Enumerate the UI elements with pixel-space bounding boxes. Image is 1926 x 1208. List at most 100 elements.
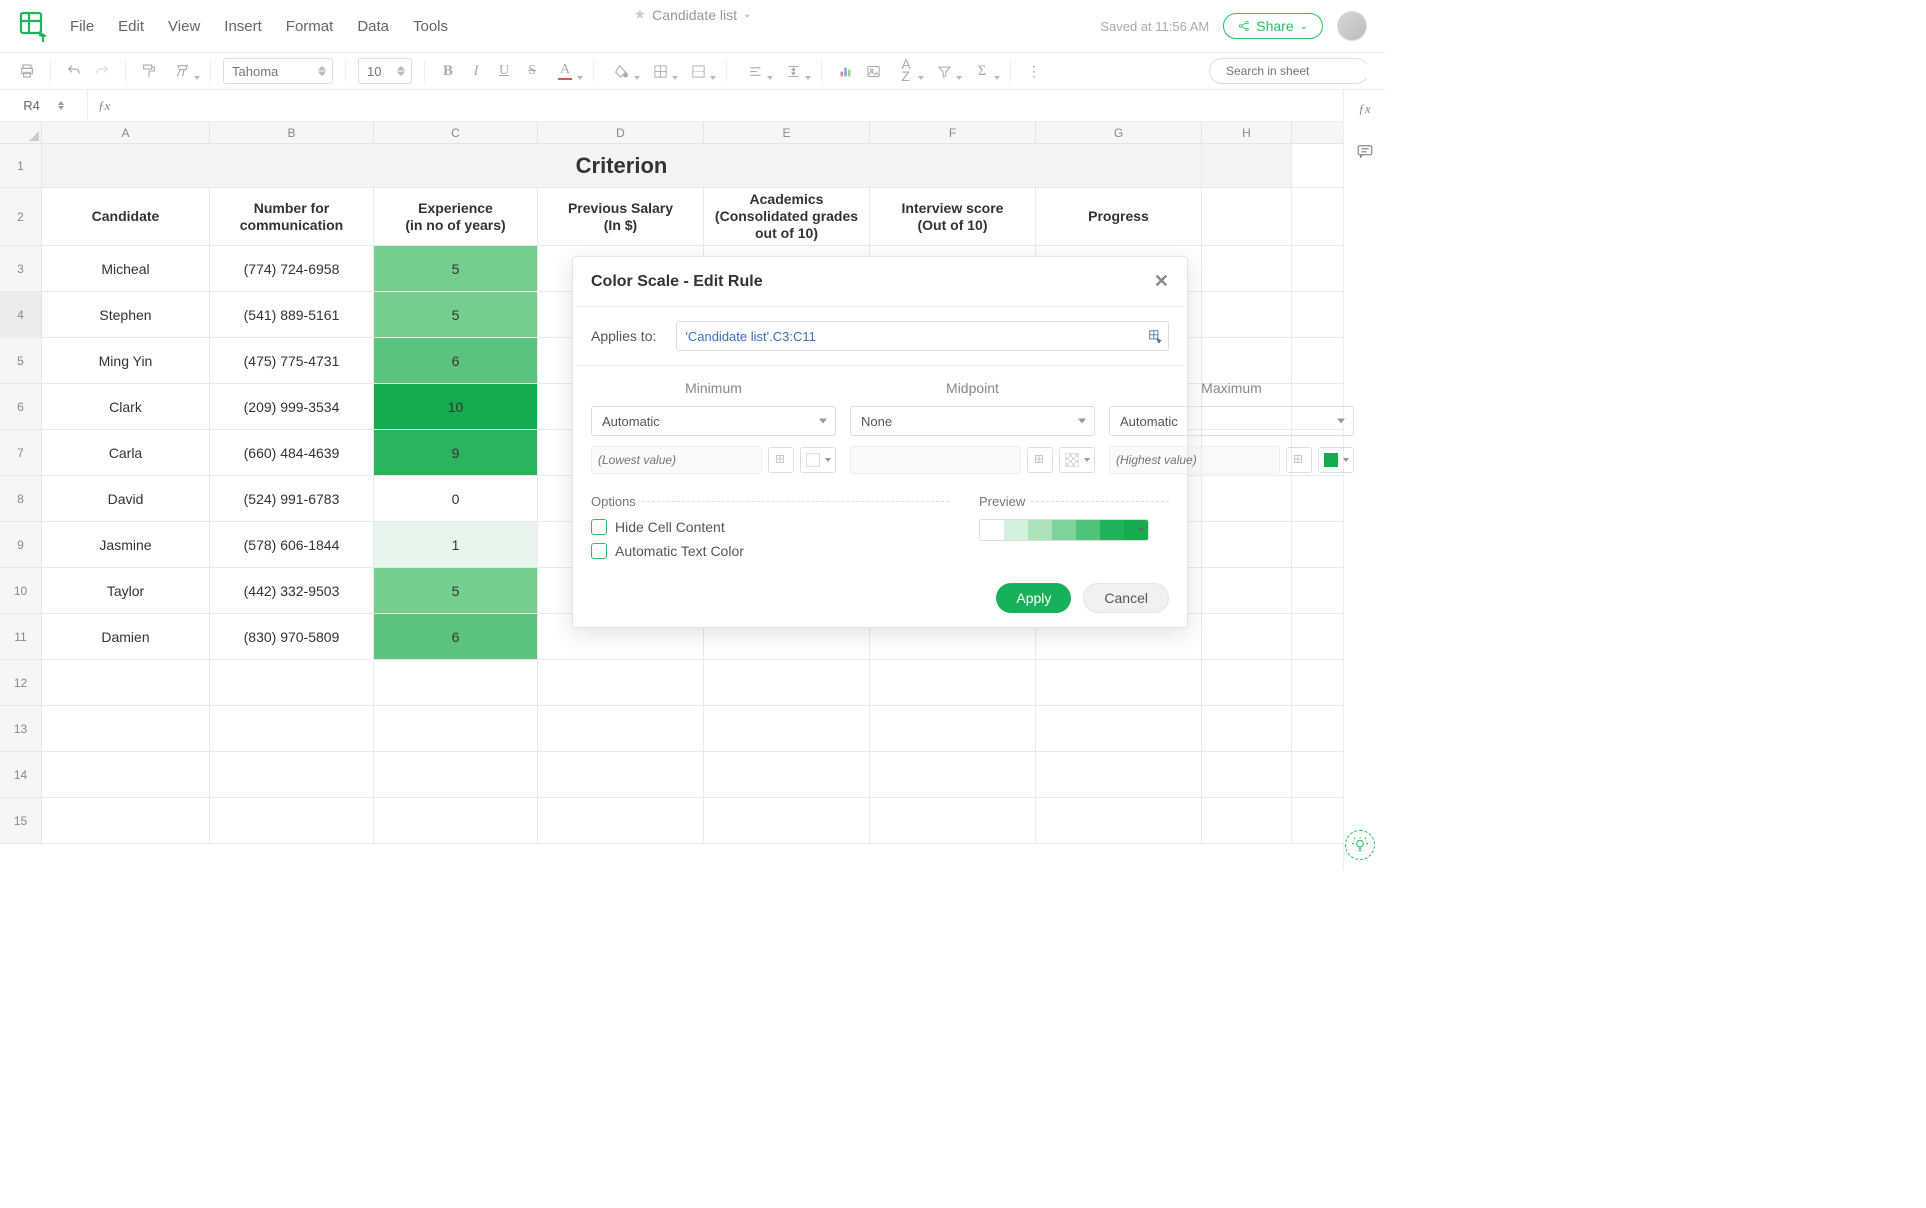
- cell-phone[interactable]: (541) 889-5161: [210, 292, 374, 337]
- close-icon[interactable]: ✕: [1154, 271, 1169, 292]
- cell-experience[interactable]: 10: [374, 384, 538, 429]
- cell[interactable]: [1202, 292, 1292, 337]
- apply-button[interactable]: Apply: [996, 583, 1071, 613]
- sort-icon[interactable]: AZ: [890, 60, 922, 82]
- app-logo[interactable]: [18, 10, 50, 42]
- min-range-icon[interactable]: [768, 447, 794, 473]
- print-icon[interactable]: [16, 60, 38, 82]
- cell[interactable]: [538, 706, 704, 751]
- col-header-g[interactable]: G: [1036, 122, 1202, 143]
- hide-cell-content-checkbox[interactable]: Hide Cell Content: [591, 519, 949, 535]
- col-header-h[interactable]: H: [1202, 122, 1292, 143]
- share-button[interactable]: Share ⌄: [1223, 13, 1323, 39]
- cell[interactable]: [374, 798, 538, 843]
- italic-icon[interactable]: I: [465, 60, 487, 82]
- cell[interactable]: [1202, 568, 1292, 613]
- midpoint-mode-select[interactable]: None: [850, 406, 1095, 436]
- merge-icon[interactable]: [682, 60, 714, 82]
- menu-view[interactable]: View: [168, 18, 200, 35]
- row-header[interactable]: 13: [0, 706, 42, 751]
- cell-candidate[interactable]: Clark: [42, 384, 210, 429]
- header-cell[interactable]: Progress: [1036, 188, 1202, 245]
- row-header[interactable]: 14: [0, 752, 42, 797]
- row-header[interactable]: 1: [0, 144, 42, 187]
- fill-color-icon[interactable]: [606, 60, 638, 82]
- max-range-icon[interactable]: [1286, 447, 1312, 473]
- formula-input[interactable]: [120, 90, 1337, 121]
- cell[interactable]: [1202, 660, 1292, 705]
- borders-icon[interactable]: [644, 60, 676, 82]
- image-icon[interactable]: [862, 60, 884, 82]
- header-cell[interactable]: Academics (Consolidated grades out of 10…: [704, 188, 870, 245]
- cell[interactable]: [1036, 706, 1202, 751]
- header-cell[interactable]: Interview score (Out of 10): [870, 188, 1036, 245]
- minimum-color-swatch[interactable]: [800, 447, 836, 473]
- search-sheet-input[interactable]: [1226, 64, 1381, 78]
- cell[interactable]: [1202, 798, 1292, 843]
- more-icon[interactable]: ⋮: [1023, 60, 1045, 82]
- document-title[interactable]: ★ Candidate list ⌄: [634, 6, 752, 23]
- cell[interactable]: [1202, 752, 1292, 797]
- font-size-select[interactable]: 10: [358, 58, 412, 84]
- cell[interactable]: [1202, 706, 1292, 751]
- cell[interactable]: [210, 706, 374, 751]
- cell-phone[interactable]: (524) 991-6783: [210, 476, 374, 521]
- cell[interactable]: [538, 660, 704, 705]
- cell-experience[interactable]: 9: [374, 430, 538, 475]
- row-header[interactable]: 2: [0, 188, 42, 245]
- cell[interactable]: [1202, 188, 1292, 245]
- cell[interactable]: [42, 752, 210, 797]
- fx-panel-icon[interactable]: ƒx: [1354, 98, 1376, 120]
- cell-experience[interactable]: 5: [374, 292, 538, 337]
- maximum-color-swatch[interactable]: [1318, 447, 1354, 473]
- row-header[interactable]: 6: [0, 384, 42, 429]
- menu-data[interactable]: Data: [357, 18, 389, 35]
- cell-candidate[interactable]: Jasmine: [42, 522, 210, 567]
- applies-to-input[interactable]: 'Candidate list'.C3:C11: [676, 321, 1169, 351]
- cell-phone[interactable]: (209) 999-3534: [210, 384, 374, 429]
- midpoint-color-swatch[interactable]: [1059, 447, 1095, 473]
- minimum-mode-select[interactable]: Automatic: [591, 406, 836, 436]
- cell-experience[interactable]: 5: [374, 246, 538, 291]
- header-cell[interactable]: Number for communication: [210, 188, 374, 245]
- cell[interactable]: [210, 752, 374, 797]
- cell[interactable]: [42, 798, 210, 843]
- font-family-select[interactable]: Tahoma: [223, 58, 333, 84]
- cell[interactable]: [1202, 522, 1292, 567]
- cell[interactable]: [704, 660, 870, 705]
- cell-phone[interactable]: (475) 775-4731: [210, 338, 374, 383]
- cell[interactable]: [538, 752, 704, 797]
- format-painter-icon[interactable]: [138, 60, 160, 82]
- clear-format-icon[interactable]: [166, 60, 198, 82]
- cell[interactable]: [1036, 798, 1202, 843]
- row-header[interactable]: 15: [0, 798, 42, 843]
- row-header[interactable]: 7: [0, 430, 42, 475]
- cell[interactable]: [1202, 338, 1292, 383]
- cell[interactable]: [1036, 752, 1202, 797]
- range-picker-icon[interactable]: [1148, 329, 1162, 343]
- cancel-button[interactable]: Cancel: [1083, 583, 1169, 613]
- cell-candidate[interactable]: Ming Yin: [42, 338, 210, 383]
- star-icon[interactable]: ★: [634, 6, 647, 23]
- row-header[interactable]: 5: [0, 338, 42, 383]
- sigma-icon[interactable]: Σ: [966, 60, 998, 82]
- menu-tools[interactable]: Tools: [413, 18, 448, 35]
- cell[interactable]: [704, 752, 870, 797]
- cell-experience[interactable]: 1: [374, 522, 538, 567]
- underline-icon[interactable]: U: [493, 60, 515, 82]
- cell-phone[interactable]: (442) 332-9503: [210, 568, 374, 613]
- chart-icon[interactable]: [834, 60, 856, 82]
- row-header[interactable]: 12: [0, 660, 42, 705]
- maximum-mode-select[interactable]: Automatic: [1109, 406, 1354, 436]
- cell-phone[interactable]: (578) 606-1844: [210, 522, 374, 567]
- header-cell[interactable]: Experience (in no of years): [374, 188, 538, 245]
- row-header[interactable]: 3: [0, 246, 42, 291]
- row-header[interactable]: 11: [0, 614, 42, 659]
- strike-icon[interactable]: S: [521, 60, 543, 82]
- cell[interactable]: [1202, 246, 1292, 291]
- cell[interactable]: [870, 660, 1036, 705]
- cell[interactable]: [1202, 614, 1292, 659]
- cell[interactable]: [374, 706, 538, 751]
- menu-edit[interactable]: Edit: [118, 18, 144, 35]
- redo-icon[interactable]: [91, 60, 113, 82]
